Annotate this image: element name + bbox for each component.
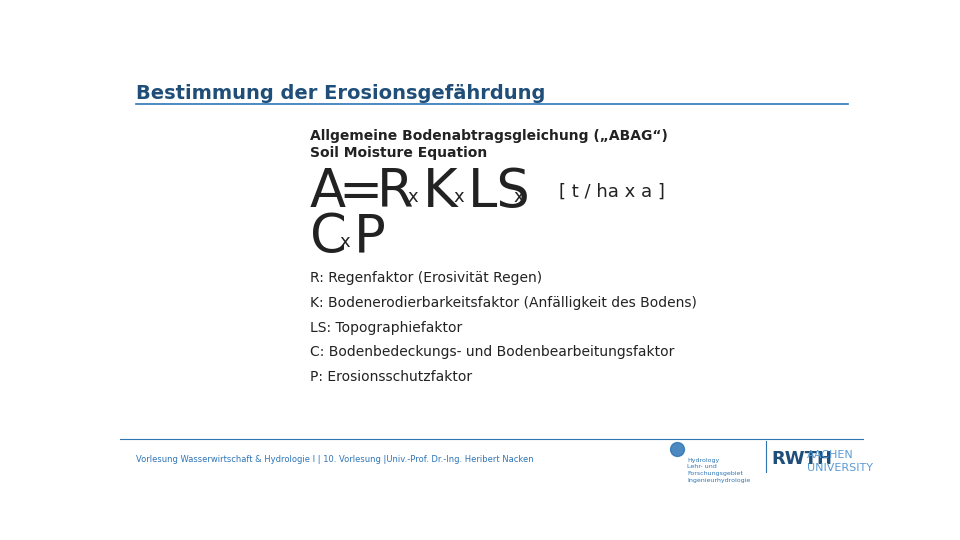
Text: P: P xyxy=(354,211,386,264)
Text: R: R xyxy=(376,166,414,218)
Text: P: Erosionsschutzfaktor: P: Erosionsschutzfaktor xyxy=(310,370,472,384)
Text: LS: Topographiefaktor: LS: Topographiefaktor xyxy=(310,321,462,334)
Text: K: K xyxy=(422,166,457,218)
Text: x: x xyxy=(514,187,524,206)
Text: Hydrology
Lehr- und
Forschungsgebiet
Ingenieurhydrologie: Hydrology Lehr- und Forschungsgebiet Ing… xyxy=(687,458,750,483)
Text: A: A xyxy=(310,166,346,218)
Text: Soil Moisture Equation: Soil Moisture Equation xyxy=(310,146,487,160)
Text: K: Bodenerodierbarkeitsfaktor (Anfälligkeit des Bodens): K: Bodenerodierbarkeitsfaktor (Anfälligk… xyxy=(310,295,697,309)
Text: AACHEN
UNIVERSITY: AACHEN UNIVERSITY xyxy=(806,450,873,472)
Text: x: x xyxy=(340,233,350,251)
Text: RWTH: RWTH xyxy=(771,450,832,468)
Text: Vorlesung Wasserwirtschaft & Hydrologie I | 10. Vorlesung |Univ.-Prof. Dr.-Ing. : Vorlesung Wasserwirtschaft & Hydrologie … xyxy=(136,455,534,464)
Text: LS: LS xyxy=(468,166,531,218)
Text: R: Regenfaktor (Erosivität Regen): R: Regenfaktor (Erosivität Regen) xyxy=(310,271,541,285)
Text: [ t / ha x a ]: [ t / ha x a ] xyxy=(559,183,665,201)
Text: C: Bodenbedeckungs- und Bodenbearbeitungsfaktor: C: Bodenbedeckungs- und Bodenbearbeitung… xyxy=(310,346,674,360)
Text: x: x xyxy=(407,187,418,206)
Text: Allgemeine Bodenabtragsgleichung („ABAG“): Allgemeine Bodenabtragsgleichung („ABAG“… xyxy=(310,129,667,143)
Text: C: C xyxy=(310,211,347,264)
Text: =: = xyxy=(338,166,382,218)
Text: x: x xyxy=(453,187,464,206)
Text: Bestimmung der Erosionsgefährdung: Bestimmung der Erosionsgefährdung xyxy=(136,84,545,103)
